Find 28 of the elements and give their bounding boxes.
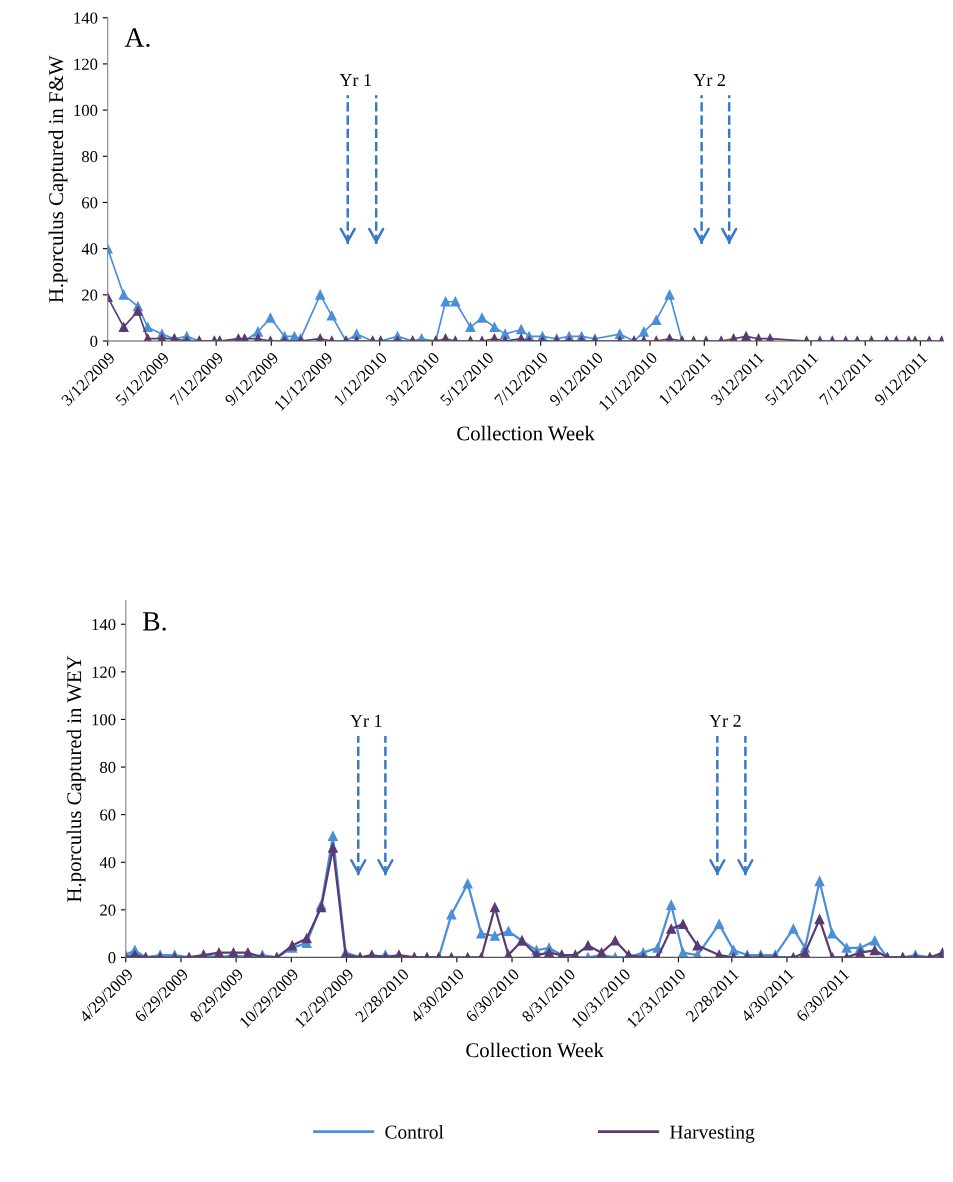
- x-axis-title: Collection Week: [457, 425, 595, 441]
- ref-line-label: Yr 1: [339, 74, 371, 86]
- y-tick-label: 120: [74, 58, 98, 70]
- annotation: B.: [142, 612, 166, 631]
- y-tick-label: 80: [100, 761, 116, 773]
- y-tick-label: 80: [81, 150, 98, 163]
- y-tick-label: 140: [92, 618, 116, 631]
- y-axis-title: H.porculus Captured in F&W: [48, 55, 68, 303]
- y-tick-label: 0: [108, 952, 116, 964]
- x-axis-title: Collection Week: [466, 1042, 604, 1058]
- y-tick-label: 60: [100, 809, 116, 821]
- y-axis-title: H.porculus Captured in WEY: [66, 655, 86, 902]
- legend-label: Control: [385, 1124, 444, 1139]
- y-tick-label: 20: [82, 289, 98, 301]
- y-tick-label: 60: [82, 197, 98, 209]
- y-tick-label: 120: [92, 666, 116, 678]
- y-tick-label: 140: [74, 12, 98, 24]
- y-tick-label: 40: [99, 856, 116, 869]
- annotation: A.: [124, 28, 150, 48]
- legend-label: Harvesting: [670, 1125, 755, 1143]
- y-tick-label: 0: [90, 335, 98, 347]
- y-tick-label: 40: [81, 243, 98, 255]
- y-tick-label: 100: [92, 714, 116, 726]
- ref-line-label: Yr 1: [350, 714, 382, 727]
- y-tick-label: 20: [100, 904, 116, 916]
- ref-line-label: Yr 2: [693, 73, 725, 86]
- ref-line-label: Yr 2: [709, 714, 741, 727]
- y-tick-label: 100: [74, 104, 98, 117]
